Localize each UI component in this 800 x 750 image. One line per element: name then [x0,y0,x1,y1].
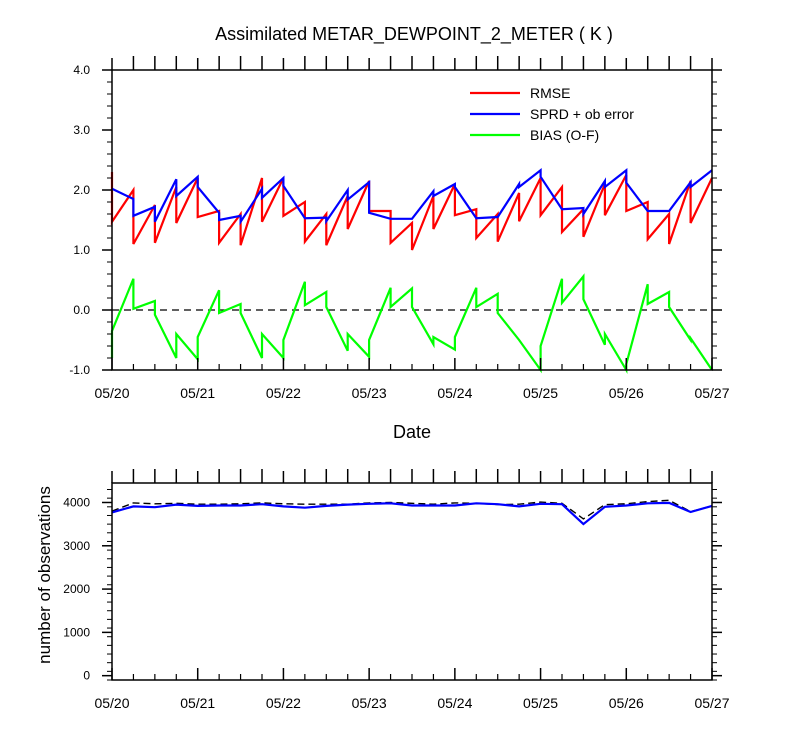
x-tick-label: 05/27 [694,385,729,401]
series-line-1-0 [111,499,713,520]
legend-label: RMSE [530,85,570,101]
x-tick-label: 05/26 [609,695,644,711]
y-axis-label: number of observations [35,486,54,664]
y-tick-label: 1000 [63,625,90,639]
x-tick-label: 05/23 [352,385,387,401]
y-tick-label: 4.0 [73,63,90,77]
series-line-0-1 [111,167,713,226]
x-tick-label: 05/23 [352,695,387,711]
y-tick-label: 0 [83,669,90,683]
x-tick-label: 05/25 [523,385,558,401]
bottom-series-group [111,499,713,526]
x-tick-label: 05/21 [180,695,215,711]
x-tick-label: 05/22 [266,695,301,711]
x-tick-label: 05/24 [437,385,472,401]
series-line-0-2 [110,273,713,375]
x-tick-label: 05/22 [266,385,301,401]
y-tick-label: 2.0 [73,183,90,197]
x-tick-label: 05/20 [94,385,129,401]
top-axis-ticks: 05/20 05/21 05/22 05/23 05/24 05/25 05/26 05/27… [69,56,730,401]
x-tick-label: 05/20 [94,695,129,711]
y-tick-label: 0.0 [73,303,90,317]
x-axis-label: Date [393,422,431,442]
bottom-plot-frame [111,482,713,681]
y-tick-label: 3.0 [73,123,90,137]
bottom-axis-ticks: 05/20 05/21 05/22 05/23 05/24 05/25 05/26 05/27… [63,469,730,711]
y-tick-label: 1.0 [73,243,90,257]
x-tick-label: 05/27 [694,695,729,711]
series-line-1-1 [111,501,713,526]
chart-title: Assimilated METAR_DEWPOINT_2_METER ( K ) [215,24,613,45]
x-tick-label: 05/21 [180,385,215,401]
x-tick-label: 05/26 [609,385,644,401]
legend-label: SPRD + ob error [530,106,634,122]
y-tick-label: 2000 [63,582,90,596]
top-legend: RMSE SPRD + ob error BIAS (O-F) [470,85,634,143]
y-tick-label: -1.0 [69,363,90,377]
y-tick-label: 4000 [63,495,90,509]
x-tick-label: 05/25 [523,695,558,711]
series-line-0-0 [110,172,713,251]
x-tick-label: 05/24 [437,695,472,711]
top-series-group [110,167,713,375]
legend-label: BIAS (O-F) [530,127,599,143]
y-tick-label: 3000 [63,539,90,553]
